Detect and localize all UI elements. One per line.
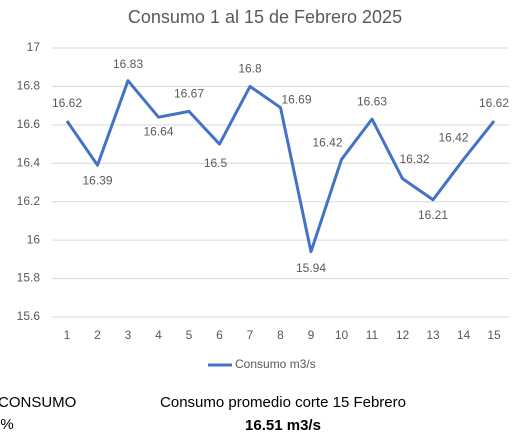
data-label: 16.21 xyxy=(418,208,448,222)
data-label: 16.5 xyxy=(204,156,228,170)
left-value: 5% xyxy=(0,416,14,432)
x-tick-label: 3 xyxy=(125,328,132,342)
x-tick-label: 4 xyxy=(155,328,162,342)
x-tick-label: 7 xyxy=(247,328,254,342)
summary-value: 16.51 m3/s xyxy=(245,417,321,432)
y-tick-label: 15.6 xyxy=(17,309,41,323)
data-label: 16.62 xyxy=(52,96,82,110)
x-tick-label: 11 xyxy=(366,328,379,342)
legend-label: Consumo m3/s xyxy=(235,357,316,371)
x-tick-label: 15 xyxy=(487,328,501,342)
data-label: 16.62 xyxy=(479,96,509,110)
x-tick-label: 1 xyxy=(64,328,71,342)
x-tick-label: 14 xyxy=(457,328,471,342)
x-tick-label: 8 xyxy=(277,328,284,342)
y-tick-label: 15.8 xyxy=(17,271,41,285)
data-label: 16.42 xyxy=(312,136,342,150)
x-tick-label: 10 xyxy=(335,328,349,342)
left-label: CONSUMO xyxy=(0,394,76,411)
x-tick-label: 5 xyxy=(186,328,193,342)
x-tick-label: 2 xyxy=(94,328,101,342)
y-tick-label: 16 xyxy=(27,232,41,246)
y-tick-label: 16.2 xyxy=(17,194,41,208)
data-label: 16.32 xyxy=(399,152,429,166)
data-label: 16.67 xyxy=(174,87,204,101)
data-label: 15.94 xyxy=(296,261,326,275)
data-label: 16.83 xyxy=(113,57,143,71)
data-label: 16.8 xyxy=(238,62,262,76)
x-tick-label: 13 xyxy=(426,328,440,342)
x-tick-label: 6 xyxy=(216,328,223,342)
data-label: 16.64 xyxy=(143,124,173,138)
y-tick-label: 16.8 xyxy=(17,79,41,93)
data-label: 16.42 xyxy=(438,131,468,145)
data-label: 16.39 xyxy=(82,173,112,187)
data-label: 16.69 xyxy=(281,93,311,107)
summary-title: Consumo promedio corte 15 Febrero xyxy=(160,394,406,411)
y-tick-label: 16.4 xyxy=(17,155,41,169)
x-tick-label: 12 xyxy=(396,328,410,342)
y-tick-label: 17 xyxy=(27,40,41,54)
data-label: 16.63 xyxy=(357,94,387,108)
chart-title: Consumo 1 al 15 de Febrero 2025 xyxy=(128,7,402,27)
y-tick-label: 16.6 xyxy=(17,117,41,131)
x-tick-label: 9 xyxy=(308,328,315,342)
series-line xyxy=(65,79,496,254)
